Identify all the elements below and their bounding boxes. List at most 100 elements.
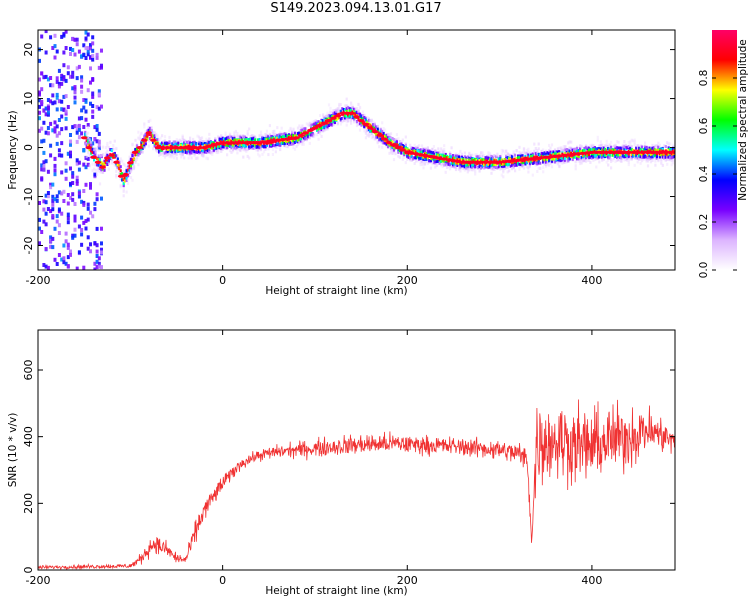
heatmap-cell xyxy=(350,121,353,125)
heatmap-cell xyxy=(379,139,382,143)
heatmap-noise-cell xyxy=(66,71,70,76)
heatmap-cell xyxy=(627,155,630,159)
heatmap-peak-cell xyxy=(334,114,342,118)
heatmap-cell xyxy=(373,128,376,132)
heatmap-noise-cell xyxy=(53,55,57,60)
heatmap-cell xyxy=(401,154,404,158)
heatmap-cell xyxy=(525,148,528,152)
heatmap-cell xyxy=(279,148,282,152)
heatmap-noise-cell xyxy=(75,37,79,42)
heatmap-cell xyxy=(163,139,167,143)
heatmap-cell xyxy=(100,170,103,174)
heatmap-cell xyxy=(251,137,254,141)
heatmap-cell xyxy=(348,109,351,113)
heatmap-cell xyxy=(602,146,605,150)
heatmap-cell xyxy=(415,146,418,150)
heatmap-cell xyxy=(87,136,90,139)
heatmap-cell xyxy=(571,148,574,152)
heatmap-noise-cell xyxy=(57,231,61,235)
heatmap-cell xyxy=(469,156,472,160)
heatmap-cell xyxy=(137,130,140,134)
heatmap-cell xyxy=(395,133,398,137)
heatmap-cell xyxy=(621,154,624,158)
heatmap-cell xyxy=(416,159,419,163)
heatmap-cell xyxy=(87,137,90,141)
heatmap-cell xyxy=(635,156,638,160)
heatmap-cell xyxy=(178,149,181,153)
heatmap-noise-cell xyxy=(64,30,68,34)
heatmap-cell xyxy=(220,134,223,138)
heatmap-noise-cell xyxy=(40,167,44,172)
heatmap-noise-cell xyxy=(93,172,97,177)
heatmap-cell xyxy=(257,138,260,142)
heatmap-cell xyxy=(483,166,486,170)
heatmap-cell xyxy=(168,154,171,158)
heatmap-noise-cell xyxy=(91,214,95,219)
heatmap-noise-cell xyxy=(84,226,88,231)
y-tick-label: 400 xyxy=(22,426,35,447)
heatmap-cell xyxy=(324,114,328,118)
heatmap-cell xyxy=(429,159,432,163)
heatmap-cell xyxy=(410,146,413,149)
heatmap-cell xyxy=(233,138,236,142)
heatmap-cell xyxy=(313,135,316,139)
heatmap-cell xyxy=(611,153,614,157)
heatmap-cell xyxy=(211,150,214,154)
heatmap-noise-cell xyxy=(53,168,57,173)
heatmap-cell xyxy=(344,118,347,122)
heatmap-noise-cell xyxy=(73,37,77,42)
x-tick-label: 400 xyxy=(581,574,602,587)
heatmap-cell xyxy=(320,128,323,132)
heatmap-cell xyxy=(172,140,175,144)
heatmap-cell xyxy=(94,147,97,150)
heatmap-cell xyxy=(490,154,493,158)
heatmap-cell xyxy=(137,149,140,153)
heatmap-noise-cell xyxy=(71,74,75,79)
heatmap-cell xyxy=(110,161,113,165)
heatmap-cell xyxy=(416,155,419,159)
heatmap-cell xyxy=(472,166,475,170)
heatmap-peak-cell xyxy=(85,146,93,150)
heatmap-cell xyxy=(548,149,551,153)
heatmap-cell xyxy=(144,132,147,136)
heatmap-noise-cell xyxy=(66,201,70,206)
heatmap-cell xyxy=(190,156,193,160)
heatmap-cell xyxy=(660,149,663,153)
heatmap-cell xyxy=(666,162,669,166)
heatmap-cell xyxy=(491,166,494,170)
heatmap-cell xyxy=(543,162,546,166)
heatmap-cell xyxy=(548,159,551,163)
heatmap-noise-cell xyxy=(91,54,95,58)
heatmap-cell xyxy=(125,165,128,169)
heatmap-noise-cell xyxy=(44,30,48,34)
heatmap-cell xyxy=(254,138,257,142)
heatmap-cell xyxy=(434,162,437,165)
heatmap-cell xyxy=(103,159,106,163)
heatmap-peak-cell xyxy=(381,137,388,141)
heatmap-noise-cell xyxy=(89,249,92,254)
heatmap-cell xyxy=(614,149,617,152)
heatmap-cell xyxy=(602,157,605,161)
heatmap-cell xyxy=(221,145,224,149)
heatmap-cell xyxy=(152,140,155,144)
heatmap-cell xyxy=(552,153,555,157)
heatmap-cell xyxy=(527,156,530,160)
heatmap-noise-cell xyxy=(95,254,99,258)
heatmap-cell xyxy=(109,156,112,159)
heatmap-noise-cell xyxy=(82,148,86,153)
heatmap-cell xyxy=(670,149,673,153)
heatmap-cell xyxy=(93,150,96,154)
heatmap-peak-cell xyxy=(459,160,466,164)
heatmap-cell xyxy=(630,148,633,152)
heatmap-cell xyxy=(389,147,393,151)
heatmap-peak-cell xyxy=(122,172,129,177)
heatmap-cell xyxy=(478,158,481,162)
heatmap-cell xyxy=(227,135,230,139)
heatmap-cell xyxy=(624,147,627,151)
heatmap-cell xyxy=(673,145,675,149)
heatmap-cell xyxy=(614,146,617,150)
heatmap-cell xyxy=(273,129,276,133)
heatmap-cell xyxy=(355,110,359,114)
heatmap-cell xyxy=(545,164,548,168)
heatmap-cell xyxy=(483,163,486,166)
